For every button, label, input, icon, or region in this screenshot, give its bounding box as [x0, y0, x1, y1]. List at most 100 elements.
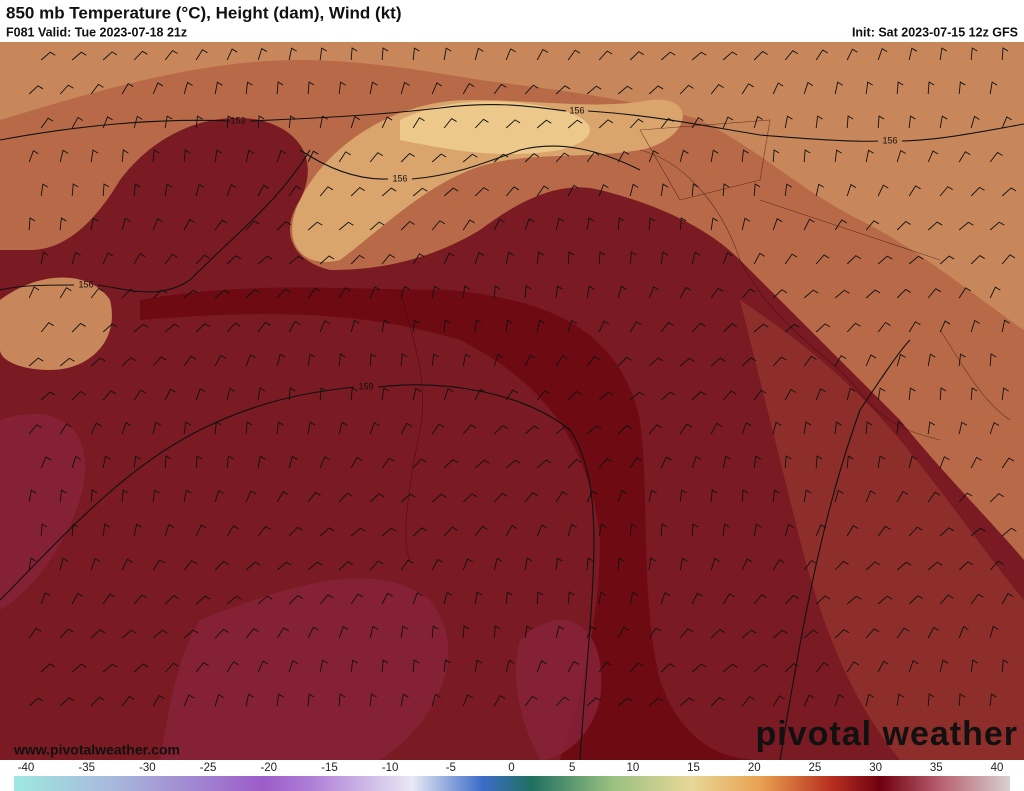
wind-barb [443, 117, 457, 129]
wind-barb [629, 591, 639, 605]
wind-barb [846, 183, 857, 197]
wind-barb [555, 217, 565, 231]
wind-barb [772, 289, 788, 299]
wind-barb [567, 49, 581, 61]
wind-barb [183, 81, 193, 95]
wind-barb [896, 288, 911, 299]
wind-barb [524, 285, 532, 299]
wind-barb [40, 183, 49, 197]
wind-barb [28, 557, 37, 571]
colorbar-tick-label: -5 [446, 762, 456, 774]
wind-barb [505, 251, 514, 265]
wind-barb [648, 150, 659, 163]
wind-barb [474, 187, 490, 197]
wind-barb [183, 629, 199, 639]
wind-barb [555, 625, 565, 639]
wind-barb [319, 527, 335, 537]
wind-barb [183, 289, 199, 299]
wind-barb [784, 455, 792, 469]
wind-barb [474, 525, 488, 537]
wind-barb [319, 387, 327, 401]
colorbar-tick-label: 20 [748, 762, 761, 774]
wind-barb [102, 116, 113, 129]
wind-barb [753, 523, 762, 537]
wind-barb [183, 218, 196, 231]
colorbar-tick-label: 10 [626, 762, 639, 774]
wind-barb [958, 353, 966, 367]
wind-barb [412, 319, 420, 333]
wind-barb [183, 355, 197, 367]
wind-barb [90, 422, 102, 435]
wind-barb [834, 219, 848, 231]
title: 850 mb Temperature (°C), Height (dam), W… [6, 3, 401, 22]
wind-barb [865, 628, 880, 639]
wind-barb [276, 221, 292, 231]
wind-barb [493, 218, 505, 231]
wind-barb [629, 183, 639, 197]
wind-barb [493, 83, 507, 95]
wind-barb [152, 356, 167, 367]
wind-barb [834, 421, 842, 435]
wind-barb [369, 353, 377, 367]
wind-barb [462, 424, 477, 435]
wind-barb [493, 285, 501, 299]
logo: pivotal weather [755, 715, 1018, 753]
wind-barb [319, 456, 330, 469]
wind-barb [722, 593, 735, 605]
wind-barb [40, 117, 54, 129]
wind-barb [90, 287, 104, 299]
wind-barb [772, 489, 780, 503]
wind-barb [90, 489, 98, 503]
wind-barb [877, 321, 891, 333]
wind-barb [195, 183, 205, 197]
wind-barb [927, 693, 935, 707]
wind-barb [567, 660, 580, 673]
wind-barb [431, 220, 446, 231]
wind-barb [90, 696, 105, 707]
wind-barb [524, 557, 533, 571]
wind-barb [877, 455, 886, 469]
wind-barb [245, 81, 253, 95]
wind-barb [443, 459, 459, 469]
wind-barb [939, 255, 955, 265]
wind-barb [815, 183, 824, 197]
wind-barb [59, 149, 69, 163]
wind-barb [865, 421, 873, 435]
wind-barb [648, 217, 656, 231]
wind-barb [772, 356, 787, 367]
wind-barb [567, 390, 582, 401]
wind-barb [276, 353, 286, 367]
wind-barb [927, 81, 935, 95]
wind-barb [40, 592, 51, 605]
wind-barb [1001, 47, 1009, 61]
wind-barb [152, 421, 161, 435]
wind-barb [338, 151, 351, 163]
wind-barb [908, 660, 919, 673]
wind-barb [567, 319, 577, 333]
wind-barb [834, 560, 849, 571]
wind-barb [679, 357, 695, 367]
wind-barb [307, 421, 316, 435]
contour-label: 156 [569, 105, 584, 115]
wind-barb [536, 524, 548, 537]
wind-barb [28, 286, 40, 299]
wind-barb [927, 491, 941, 503]
wind-barb [679, 149, 689, 163]
wind-barb [660, 117, 674, 129]
wind-barb [133, 523, 142, 537]
wind-barb [834, 693, 845, 707]
wind-barb [536, 591, 544, 605]
contour-label: 156 [392, 173, 407, 183]
wind-barb [493, 557, 503, 571]
wind-barb [257, 660, 269, 673]
wind-barb [691, 322, 706, 333]
wind-barb [369, 81, 378, 95]
wind-barb [400, 493, 416, 503]
wind-barb [803, 694, 815, 707]
wind-barb [257, 526, 271, 537]
wind-barb [772, 629, 788, 639]
wind-barb [908, 595, 924, 605]
wind-barb [629, 251, 637, 265]
wind-barb [803, 355, 817, 367]
wind-barb [710, 149, 719, 163]
